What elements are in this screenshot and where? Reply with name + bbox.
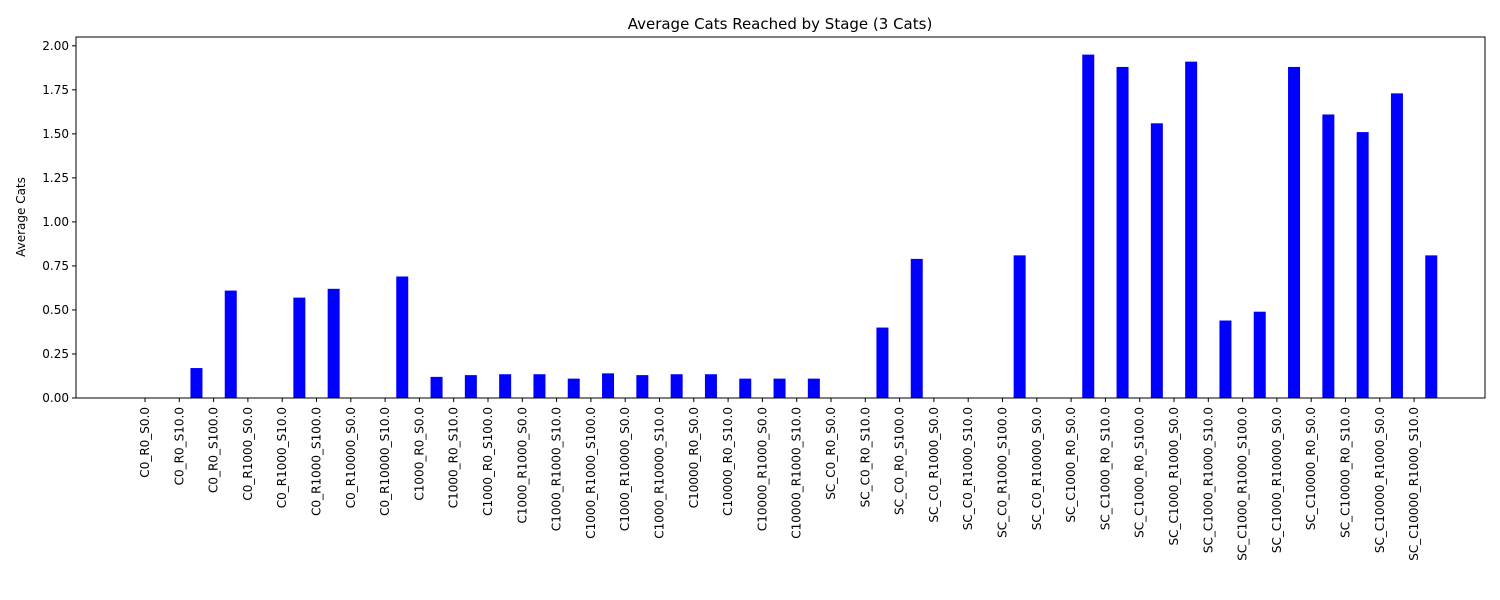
x-tick-label: SC_C10000_R0_S0.0 <box>1304 407 1318 530</box>
bar-18 <box>739 378 752 398</box>
x-tick-label: C1000_R1000_S10.0 <box>550 407 564 531</box>
bar-32 <box>1219 320 1232 398</box>
x-tick-label: C0_R0_S0.0 <box>138 407 152 478</box>
bar-16 <box>670 374 683 398</box>
x-tick-label: C1000_R0_S0.0 <box>412 407 426 501</box>
bar-11 <box>499 374 512 398</box>
x-tick-label: C0_R0_S10.0 <box>172 407 186 485</box>
x-tick-label: SC_C1000_R0_S0.0 <box>1064 407 1078 523</box>
x-tick-label: C10000_R1000_S0.0 <box>755 407 769 531</box>
x-tick-label: SC_C0_R1000_S100.0 <box>996 407 1010 538</box>
bar-13 <box>567 378 580 398</box>
y-axis-ticks: 0.00 0.25 0.50 0.75 1.00 1.25 1.50 1.75 2.00 <box>42 39 76 405</box>
bar-23 <box>910 258 923 398</box>
x-tick-label: C1000_R10000_S0.0 <box>618 407 632 531</box>
bar-26 <box>1013 255 1026 398</box>
x-tick-label: SC_C1000_R0_S10.0 <box>1098 407 1112 530</box>
x-tick-label: C1000_R0_S10.0 <box>447 407 461 508</box>
x-tick-label: SC_C0_R0_S0.0 <box>824 407 838 500</box>
bar-28 <box>1082 54 1095 399</box>
plot-area-frame <box>75 36 1486 399</box>
chart-title: Average Cats Reached by Stage (3 Cats) <box>628 15 933 33</box>
x-tick-label: SC_C0_R1000_S10.0 <box>961 407 975 530</box>
bar-29 <box>1116 66 1129 398</box>
bar-3 <box>224 290 237 398</box>
x-tick-label: SC_C0_R0_S10.0 <box>858 407 872 507</box>
y-tick-label: 1.25 <box>42 171 69 185</box>
x-tick-label: SC_C10000_R1000_S10.0 <box>1407 407 1421 561</box>
x-tick-label: SC_C10000_R0_S10.0 <box>1339 407 1353 538</box>
x-tick-label: C10000_R0_S10.0 <box>721 407 735 516</box>
x-tick-label: C0_R1000_S10.0 <box>275 407 289 508</box>
x-tick-label: SC_C1000_R1000_S100.0 <box>1236 407 1250 561</box>
bar-5 <box>293 297 306 398</box>
y-tick-label: 1.75 <box>42 83 69 97</box>
x-tick-label: C1000_R0_S100.0 <box>481 407 495 516</box>
x-tick-label: SC_C1000_R0_S100.0 <box>1133 407 1147 538</box>
bar-12 <box>533 374 546 398</box>
bars-group <box>190 54 1438 399</box>
x-tick-label: SC_C1000_R1000_S0.0 <box>1167 407 1181 546</box>
x-tick-label: SC_C1000_R1000_S10.0 <box>1201 407 1215 553</box>
bar-17 <box>704 374 717 398</box>
y-tick-label: 0.25 <box>42 347 69 361</box>
bar-31 <box>1185 61 1198 399</box>
y-axis-label: Average Cats <box>14 177 28 257</box>
bar-6 <box>327 288 340 398</box>
x-tick-label: SC_C0_R10000_S0.0 <box>1030 407 1044 530</box>
x-tick-label: C0_R10000_S10.0 <box>378 407 392 516</box>
x-tick-label: C1000_R10000_S10.0 <box>653 407 667 539</box>
bar-36 <box>1356 132 1369 398</box>
x-tick-label: C1000_R1000_S100.0 <box>584 407 598 539</box>
bar-15 <box>636 375 649 398</box>
bar-37 <box>1390 93 1403 398</box>
bar-20 <box>807 378 820 398</box>
x-tick-label: SC_C10000_R1000_S0.0 <box>1373 407 1387 553</box>
bar-22 <box>876 327 889 398</box>
x-tick-label: C0_R1000_S0.0 <box>241 407 255 501</box>
bar-10 <box>464 375 477 398</box>
bar-35 <box>1322 114 1335 398</box>
bar-14 <box>602 373 615 398</box>
x-tick-label: C0_R0_S100.0 <box>207 407 221 493</box>
y-tick-label: 0.00 <box>42 391 69 405</box>
y-tick-label: 0.75 <box>42 259 69 273</box>
bar-34 <box>1288 66 1301 398</box>
bar-30 <box>1150 123 1163 398</box>
bar-8 <box>396 276 409 398</box>
x-tick-label: SC_C0_R1000_S0.0 <box>927 407 941 523</box>
y-tick-label: 0.50 <box>42 303 69 317</box>
x-tick-label: C1000_R1000_S0.0 <box>515 407 529 524</box>
x-tick-label: C10000_R1000_S10.0 <box>790 407 804 539</box>
bar-19 <box>773 378 786 398</box>
x-tick-label: C0_R1000_S100.0 <box>310 407 324 516</box>
bar-38 <box>1425 255 1438 398</box>
bar-33 <box>1253 311 1266 398</box>
x-tick-label: C10000_R0_S0.0 <box>687 407 701 508</box>
y-tick-label: 1.00 <box>42 215 69 229</box>
bar-9 <box>430 376 443 398</box>
y-tick-label: 2.00 <box>42 39 69 53</box>
bar-2 <box>190 368 203 398</box>
x-tick-label: SC_C1000_R10000_S0.0 <box>1270 407 1284 553</box>
x-axis-ticks: C0_R0_S0.0 C0_R0_S10.0 C0_R0_S100.0 C0_R100… <box>138 398 1421 561</box>
x-tick-label: C0_R10000_S0.0 <box>344 407 358 508</box>
y-tick-label: 1.50 <box>42 127 69 141</box>
x-tick-label: SC_C0_R0_S100.0 <box>893 407 907 515</box>
